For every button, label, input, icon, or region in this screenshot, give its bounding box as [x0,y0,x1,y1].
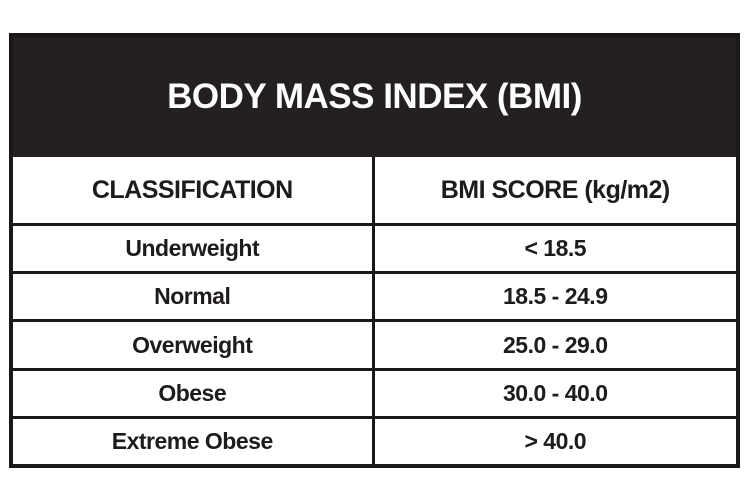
column-header-classification: CLASSIFICATION [13,157,375,223]
table-title-banner: BODY MASS INDEX (BMI) [13,37,736,157]
score-cell: > 40.0 [524,427,587,454]
classification-cell: Underweight [13,226,375,272]
score-cell: 30.0 - 40.0 [503,379,608,406]
classification-cell: Overweight [13,322,375,368]
classification-cell: Extreme Obese [13,418,375,465]
bmi-table: BODY MASS INDEX (BMI) CLASSIFICATION BMI… [9,33,740,468]
classification-cell: Normal [13,274,375,320]
table-row: Extreme Obese > 40.0 [13,415,736,465]
score-cell: < 18.5 [524,235,587,262]
score-cell: 25.0 - 29.0 [503,331,608,358]
table-row: Normal 18.5 - 24.9 [13,271,736,320]
classification-cell: Obese [13,370,375,416]
table-row: Overweight 25.0 - 29.0 [13,319,736,368]
table-row: Underweight < 18.5 [13,223,736,272]
score-cell: 18.5 - 24.9 [503,283,608,310]
table-title: BODY MASS INDEX (BMI) [167,77,582,116]
column-header-bmi-score: BMI SCORE (kg/m2) [440,175,671,204]
table-header-row: CLASSIFICATION BMI SCORE (kg/m2) [13,157,736,223]
table-row: Obese 30.0 - 40.0 [13,367,736,416]
